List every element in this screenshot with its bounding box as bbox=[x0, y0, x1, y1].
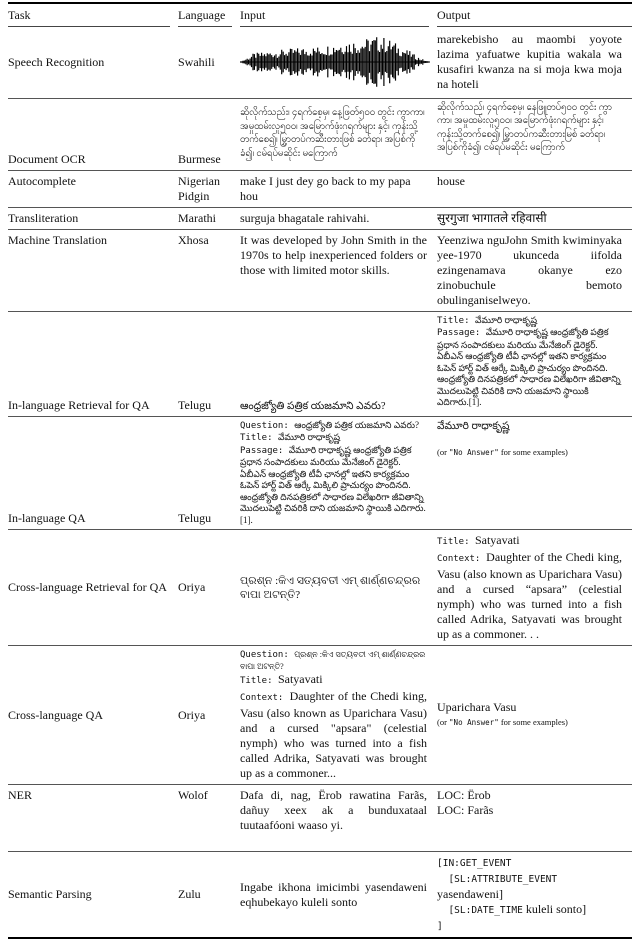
column-header-output: Output bbox=[437, 3, 632, 27]
input-cell: Question: ఆంధ్రజ్యోతి పత్రిక యజమాని ఎవరు… bbox=[240, 415, 437, 530]
language-cell: Marathi bbox=[178, 206, 240, 229]
audio-waveform-icon bbox=[240, 37, 430, 87]
input-cell: Ingabe ikhona imicimbi yasendaweni eqhub… bbox=[240, 851, 437, 938]
language-cell: Burmese bbox=[178, 97, 240, 170]
task-cell: Document OCR bbox=[8, 97, 178, 170]
language-cell: Oriya bbox=[178, 529, 240, 646]
language-cell: Swahili bbox=[178, 54, 215, 69]
input-cell: ဆိုလိုက်သည်း၊ ၄ရက်စေ့မှ၊ နေ့ဖြတ်၅၀၀ တွင်… bbox=[240, 97, 437, 170]
row-transliteration: Transliteration Marathi surguja bhagatal… bbox=[8, 206, 632, 229]
language-cell: Nigerian Pidgin bbox=[178, 169, 240, 207]
output-cell: ဆိုလိုက်သည်၊ ၄ရက်စေ့မှ၊ နေဖြူတပ်၅၀၀ တွင်… bbox=[437, 97, 632, 170]
language-cell: Wolof bbox=[178, 784, 240, 852]
language-cell: Oriya bbox=[178, 645, 240, 785]
task-cell: Machine Translation bbox=[8, 228, 178, 311]
row-document-ocr: Document OCR Burmese ဆိုလိုက်သည်း၊ ၄ရက်စ… bbox=[8, 97, 632, 170]
task-cell: Transliteration bbox=[8, 206, 178, 229]
input-cell: It was developed by John Smith in the 19… bbox=[240, 228, 437, 311]
language-cell: Telugu bbox=[178, 415, 240, 530]
row-in-language-qa: In-language QA Telugu Question: ఆంధ్రజ్య… bbox=[8, 415, 632, 530]
language-cell: Zulu bbox=[178, 851, 240, 938]
task-cell: NER bbox=[8, 784, 178, 852]
input-cell: make I just dey go back to my papa hou bbox=[240, 169, 437, 207]
row-semantic-parsing: Semantic Parsing Zulu Ingabe ikhona imic… bbox=[8, 851, 632, 938]
column-header-language: Language bbox=[178, 3, 240, 27]
output-cell: [IN:GET_EVENT [SL:ATTRIBUTE_EVENT yasend… bbox=[437, 851, 632, 938]
output-cell: सुरगुजा भागातले रहिवासी bbox=[437, 206, 632, 229]
input-cell: ପ୍ରଶ୍ନ :କିଏ ସତ୍ୟବତୀ ଏମ୍ ଶାର୍ଣ୍ଣଚନ୍ଦ୍ରର ବ… bbox=[240, 529, 437, 646]
row-speech-recognition: Speech Recognition Swahili marekebisho a… bbox=[8, 27, 632, 98]
input-cell: Question: ପ୍ରଶ୍ନ :କିଏ ସତ୍ୟବତୀ ଏମ୍ ଶାର୍ଣ୍… bbox=[240, 645, 437, 785]
language-cell: Xhosa bbox=[178, 228, 240, 311]
row-cross-language-retrieval-for-qa: Cross-language Retrieval for QA Oriya ପ୍… bbox=[8, 529, 632, 646]
input-cell: surguja bhagatale rahivahi. bbox=[240, 206, 437, 229]
row-autocomplete: Autocomplete Nigerian Pidgin make I just… bbox=[8, 169, 632, 207]
output-cell: Uparichara Vasu (or "No Answer" for some … bbox=[437, 645, 632, 785]
header-row: Task Language Input Output bbox=[8, 3, 632, 27]
task-cell: Autocomplete bbox=[8, 169, 178, 207]
input-cell: ఆంధ్రజ్యోతి పత్రిక యజమాని ఎవరు? bbox=[240, 310, 437, 416]
output-cell: house bbox=[437, 169, 632, 207]
output-cell: LOC: Ërob LOC: Farãs bbox=[437, 784, 632, 852]
row-ner: NER Wolof Dafa di, nag, Ërob rawatina Fa… bbox=[8, 784, 632, 852]
task-cell: Semantic Parsing bbox=[8, 851, 178, 938]
column-header-input: Input bbox=[240, 3, 437, 27]
column-header-task: Task bbox=[8, 3, 178, 27]
output-cell: Title: వేమూరి రాధాకృష్ణ Passage: వేమూరి ర… bbox=[437, 310, 632, 416]
output-cell: marekebisho au maombi yoyote lazima yafu… bbox=[437, 32, 622, 92]
output-cell: Title: Satyavati Context: Daughter of the… bbox=[437, 529, 632, 646]
output-cell: Yeenziwa nguJohn Smith kwiminyaka yee-19… bbox=[437, 228, 632, 311]
output-cell: వేమూరి రాధాకృష్ణ (or "No Answer" for some… bbox=[437, 415, 632, 530]
task-cell: Cross-language Retrieval for QA bbox=[8, 529, 178, 646]
task-cell: Cross-language QA bbox=[8, 645, 178, 785]
task-examples-table: Task Language Input Output Speech Recogn… bbox=[8, 2, 632, 939]
input-cell bbox=[240, 27, 437, 98]
row-machine-translation: Machine Translation Xhosa It was develop… bbox=[8, 228, 632, 311]
task-cell: In-language QA bbox=[8, 415, 178, 530]
language-cell: Telugu bbox=[178, 310, 240, 416]
task-cell: In-language Retrieval for QA bbox=[8, 310, 178, 416]
input-cell: Dafa di, nag, Ërob rawatina Farãs, dañuy… bbox=[240, 784, 437, 852]
row-cross-language-qa: Cross-language QA Oriya Question: ପ୍ରଶ୍ନ… bbox=[8, 645, 632, 785]
row-in-language-retrieval-for-qa: In-language Retrieval for QA Telugu ఆంధ్… bbox=[8, 310, 632, 416]
task-cell: Speech Recognition bbox=[8, 54, 105, 69]
